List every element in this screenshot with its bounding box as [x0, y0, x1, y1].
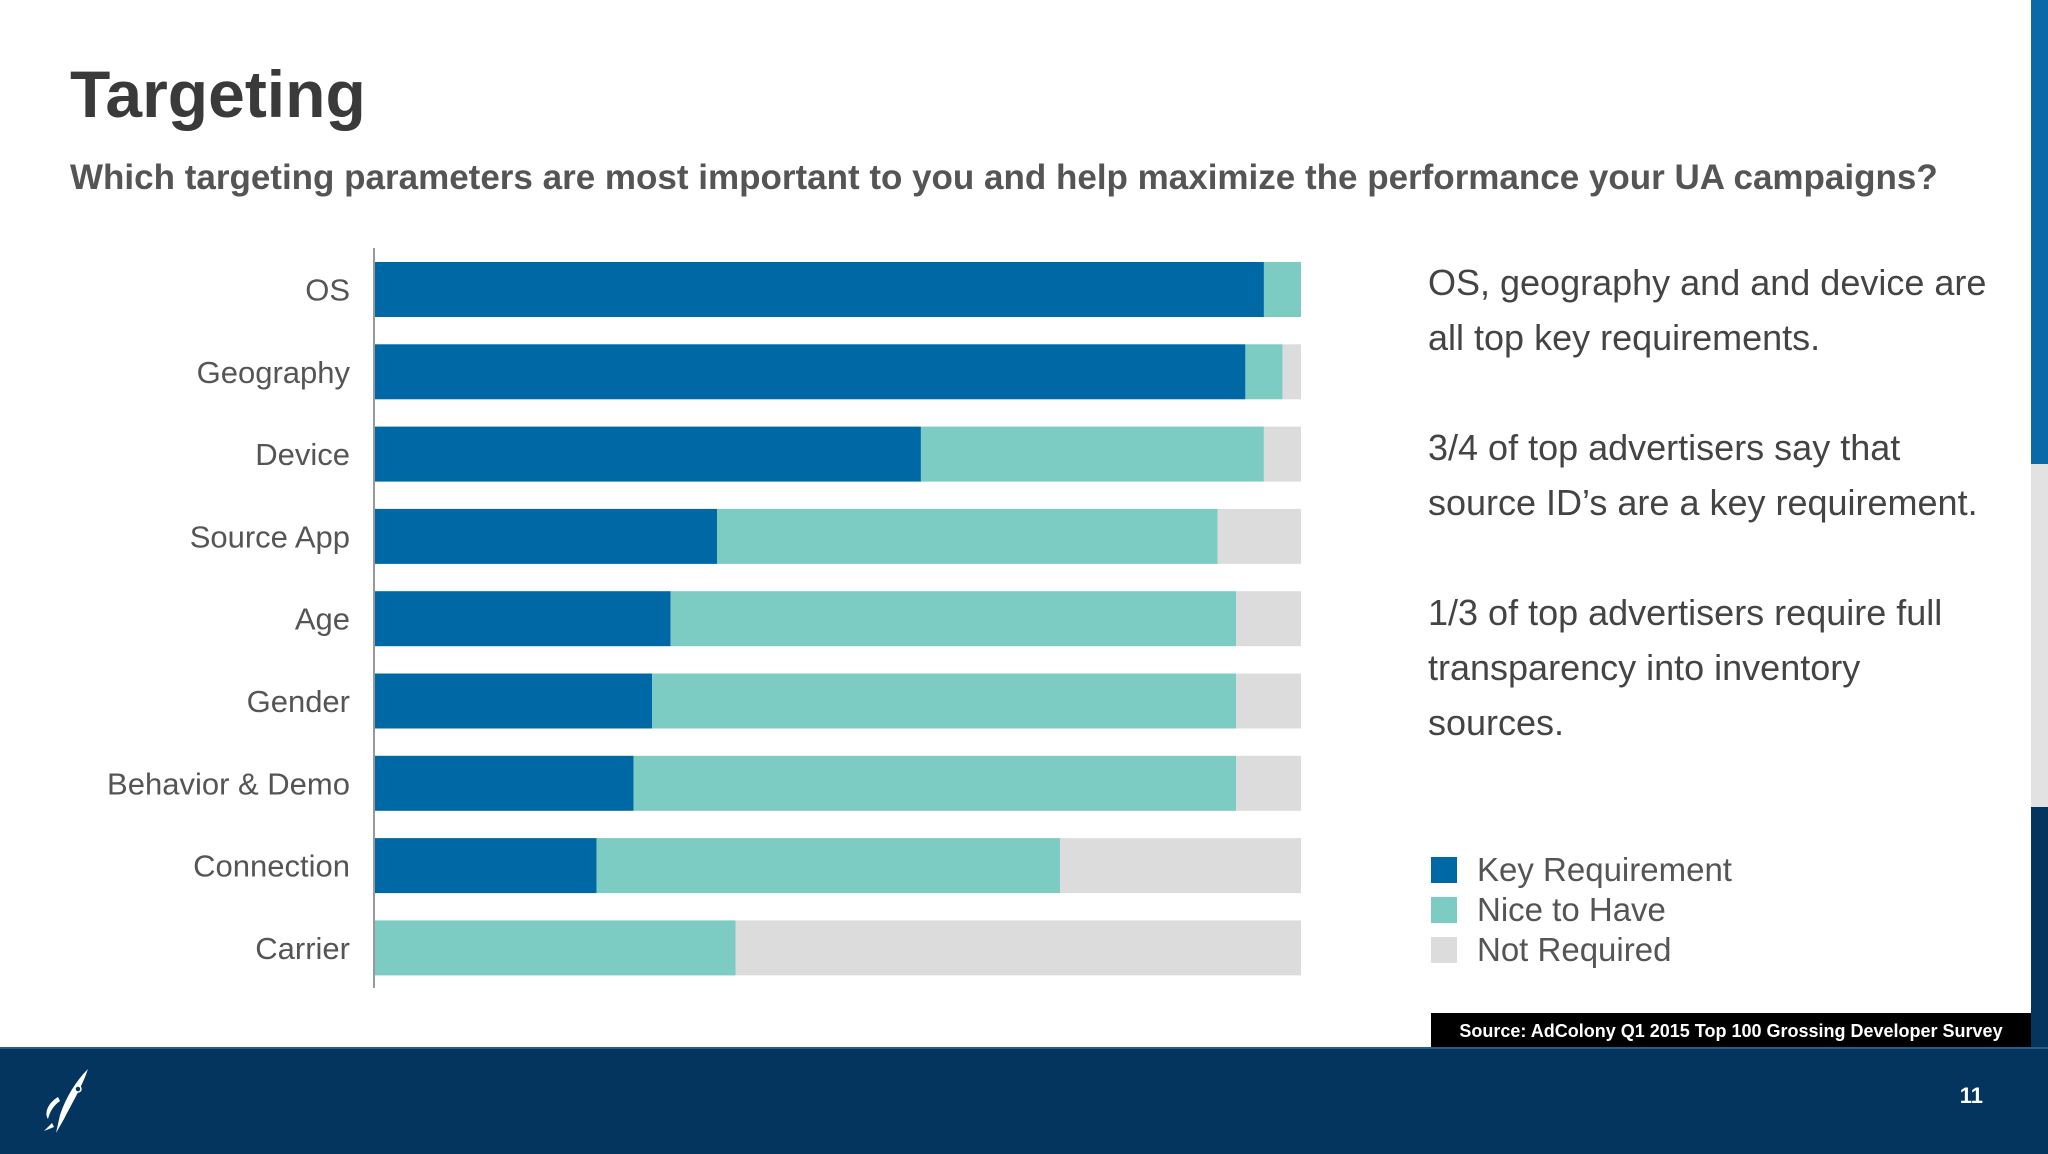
- bar-segment-nice-to-have: [1263, 262, 1301, 317]
- bar-segment-nice-to-have: [670, 591, 1237, 647]
- source-note: Source: AdColony Q1 2015 Top 100 Grossin…: [1431, 1013, 2031, 1049]
- bar-segment-key-requirement: [374, 262, 1264, 317]
- category-label: Behavior & Demo: [107, 766, 350, 801]
- stacked-bar-chart: OS Geography Device Source App Age Gender Beha…: [107, 248, 1301, 988]
- note: OS, geography and and device are all top…: [1428, 262, 1987, 358]
- bar-segment-nice-to-have: [652, 673, 1237, 729]
- legend-item: Nice to Have: [1431, 890, 1732, 930]
- bar-segment-nice-to-have: [1245, 344, 1283, 400]
- side-accent-bar: [2031, 464, 2048, 807]
- note: 3/4 of top advertisers say that source I…: [1428, 427, 1978, 523]
- bar-segment-key-requirement: [374, 755, 634, 811]
- bar-segment-not-required: [1059, 838, 1301, 894]
- bar-segment-not-required: [1236, 673, 1301, 729]
- bar-segment-nice-to-have: [920, 426, 1264, 482]
- category-label: Carrier: [255, 931, 350, 966]
- side-accent-bar: [2031, 0, 2048, 464]
- category-label: Gender: [247, 684, 350, 719]
- notes: OS, geography and and device are all top…: [1428, 255, 1988, 805]
- rocket-icon: [38, 1067, 94, 1142]
- bar-segment-nice-to-have: [596, 838, 1060, 894]
- bar-segment-not-required: [1236, 591, 1301, 647]
- legend-label: Key Requirement: [1477, 851, 1732, 888]
- bar-segment-key-requirement: [374, 508, 717, 564]
- legend-swatch: [1431, 857, 1457, 883]
- bar-segment-not-required: [1217, 508, 1301, 564]
- legend-label: Not Required: [1477, 931, 1672, 968]
- category-label: Geography: [197, 355, 351, 390]
- bar-segment-key-requirement: [374, 344, 1246, 400]
- legend-swatch: [1431, 897, 1457, 923]
- bar-segment-not-required: [1236, 755, 1301, 811]
- legend: Key Requirement Nice to Have Not Require…: [1431, 850, 1732, 970]
- legend-item: Key Requirement: [1431, 850, 1732, 890]
- page-title: Targeting: [70, 57, 366, 131]
- footer: 11: [0, 1047, 2048, 1154]
- bar-segment-key-requirement: [374, 673, 653, 729]
- legend-swatch: [1431, 937, 1457, 963]
- bar-segment-nice-to-have: [374, 920, 736, 976]
- bar-segment-not-required: [735, 920, 1301, 976]
- category-label: Age: [295, 602, 350, 637]
- bar-segment-nice-to-have: [633, 755, 1237, 811]
- bar-segment-key-requirement: [374, 591, 671, 647]
- page-number: 11: [1959, 1083, 1983, 1108]
- category-label: Connection: [193, 849, 350, 884]
- legend-label: Nice to Have: [1477, 891, 1666, 928]
- bar-segment-not-required: [1282, 344, 1301, 400]
- bar-segment-nice-to-have: [716, 508, 1218, 564]
- side-accent-bar: [2031, 807, 2048, 1047]
- bar-segment-key-requirement: [374, 838, 597, 894]
- bar-segment-not-required: [1263, 426, 1301, 482]
- category-label: Device: [255, 437, 350, 472]
- page-subtitle: Which targeting parameters are most impo…: [70, 158, 1938, 197]
- legend-item: Not Required: [1431, 930, 1732, 970]
- category-label: OS: [305, 273, 350, 308]
- bar-segment-key-requirement: [374, 426, 921, 482]
- note: 1/3 of top advertisers require full tran…: [1428, 592, 1943, 743]
- category-label: Source App: [190, 519, 350, 554]
